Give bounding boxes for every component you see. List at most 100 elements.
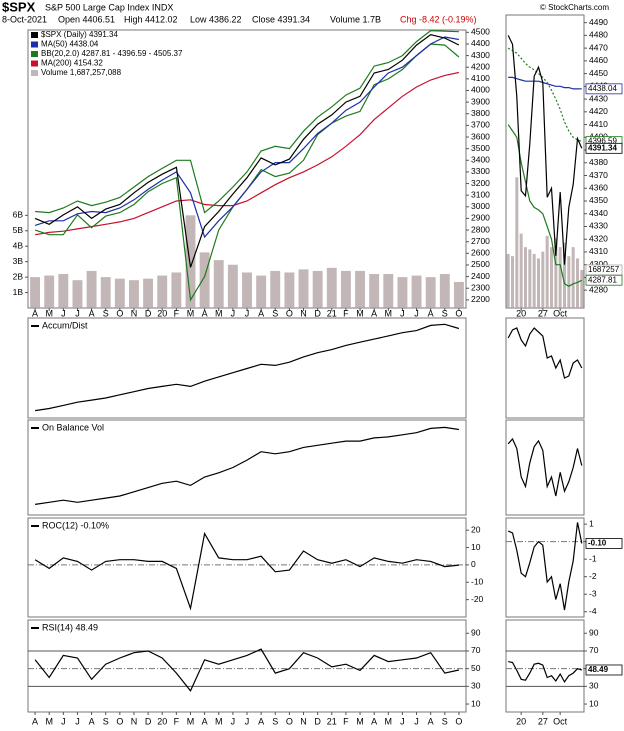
- panel-frame: [505, 14, 585, 309]
- y-tick-label: 4310: [589, 246, 608, 256]
- volume-bar: [100, 277, 111, 308]
- x-tick-label: F: [343, 308, 349, 318]
- quote: Low 4386.22: [190, 14, 242, 24]
- y2-tick-label: 3B: [13, 256, 24, 266]
- y-tick-label: 10: [471, 542, 481, 552]
- quote: Close 4391.34: [252, 14, 310, 24]
- volume-bar: [86, 270, 97, 308]
- x-tick-label: D: [314, 716, 321, 726]
- x-tick-label: J: [61, 716, 66, 726]
- volume-bar: [185, 215, 196, 308]
- volume-bar: [171, 272, 182, 308]
- y-tick-label: 3200: [471, 178, 490, 188]
- volume-bar: [567, 256, 571, 308]
- volume-bar: [519, 233, 523, 308]
- volume-bar: [536, 258, 541, 308]
- volume-bar: [312, 270, 323, 308]
- x-tick-label: D: [314, 308, 321, 318]
- x-tick-label: A: [371, 308, 377, 318]
- volume-bar: [453, 281, 464, 308]
- volume-bar: [506, 253, 510, 308]
- x-tick-label: A: [202, 716, 208, 726]
- x-tick-label: 27: [538, 716, 548, 726]
- volume-bar: [326, 267, 337, 308]
- volume-bar: [355, 270, 365, 308]
- panel-title: Accum/Dist: [42, 320, 88, 330]
- y-tick-label: 3300: [471, 166, 490, 176]
- y-tick-label: 4400: [471, 38, 490, 48]
- y-tick-label: 4300: [471, 50, 490, 60]
- x-tick-label: 21: [327, 308, 337, 318]
- x-tick-label: N: [300, 308, 307, 318]
- y-tick-label: 10: [589, 698, 599, 708]
- x-tick-label: A: [32, 716, 38, 726]
- x-tick-label: M: [385, 308, 393, 318]
- x-tick-label: M: [356, 716, 364, 726]
- panel-frame: [27, 419, 467, 516]
- volume-bar: [545, 235, 549, 308]
- volume-bar: [284, 272, 295, 308]
- panel-frame: [505, 317, 585, 419]
- y-tick-label: 30: [471, 681, 481, 691]
- x-tick-label: J: [231, 716, 236, 726]
- volume-bar: [227, 264, 238, 308]
- x-tick-label: A: [428, 716, 434, 726]
- volume-bar: [515, 177, 519, 308]
- volume-bar: [114, 278, 125, 308]
- y-tick-label: 4410: [589, 119, 608, 129]
- volume-bar: [532, 253, 536, 308]
- y2-tick-label: 6B: [13, 210, 24, 220]
- y-tick-label: -3: [589, 588, 597, 598]
- x-tick-label: F: [174, 308, 180, 318]
- panel-title: RSI(14) 48.49: [42, 622, 98, 632]
- x-tick-label: M: [187, 308, 195, 318]
- panel-frame: [27, 517, 467, 618]
- x-tick-label: S: [103, 716, 109, 726]
- series-line: [35, 71, 460, 236]
- y-tick-label: 2900: [471, 213, 490, 223]
- volume-bar: [580, 269, 584, 308]
- end-label-box: [585, 664, 623, 676]
- y-tick-label: 10: [471, 698, 481, 708]
- x-tick-label: O: [286, 308, 293, 318]
- x-tick-label: N: [131, 716, 138, 726]
- legend-swatch: [31, 32, 38, 38]
- x-tick-label: M: [187, 716, 195, 726]
- y-tick-label: 4100: [471, 73, 490, 83]
- legend-label: MA(200) 4154.32: [41, 59, 103, 68]
- series-line: [507, 124, 583, 287]
- volume-bar: [340, 270, 351, 308]
- volume-bar: [439, 274, 450, 308]
- y-tick-label: 90: [589, 628, 599, 638]
- series-line: [34, 36, 460, 239]
- x-tick-label: A: [89, 716, 95, 726]
- y-tick-label: 70: [471, 645, 481, 655]
- y-tick-label: -20: [471, 594, 484, 604]
- end-label-box: [585, 274, 623, 286]
- x-tick-label: O: [455, 308, 462, 318]
- volume-bar: [510, 256, 515, 308]
- volume-bar: [571, 247, 575, 308]
- y-tick-label: 4480: [589, 30, 608, 40]
- x-tick-label: N: [300, 716, 307, 726]
- x-tick-label: S: [103, 308, 109, 318]
- series-line: [34, 34, 460, 268]
- y-tick-label: 2700: [471, 236, 490, 246]
- symbol: $SPX: [2, 0, 36, 14]
- volume-bar: [528, 249, 532, 308]
- y-tick-label: 4490: [589, 17, 608, 27]
- series-line: [507, 47, 583, 143]
- x-tick-label: M: [215, 308, 223, 318]
- y-tick-label: 4500: [471, 27, 490, 37]
- y-tick-label: 4370: [589, 170, 608, 180]
- y-tick-label: 4280: [589, 284, 608, 294]
- x-tick-label: O: [116, 716, 123, 726]
- y2-tick-label: 4B: [13, 240, 24, 250]
- y-tick-label: 4380: [589, 157, 608, 167]
- series-line: [507, 35, 583, 265]
- legend-label: MA(50) 4438.04: [41, 40, 99, 49]
- series-line: [508, 661, 582, 684]
- x-tick-label: J: [75, 308, 80, 318]
- end-label: 1687257: [588, 265, 620, 274]
- volume-bar: [562, 242, 567, 308]
